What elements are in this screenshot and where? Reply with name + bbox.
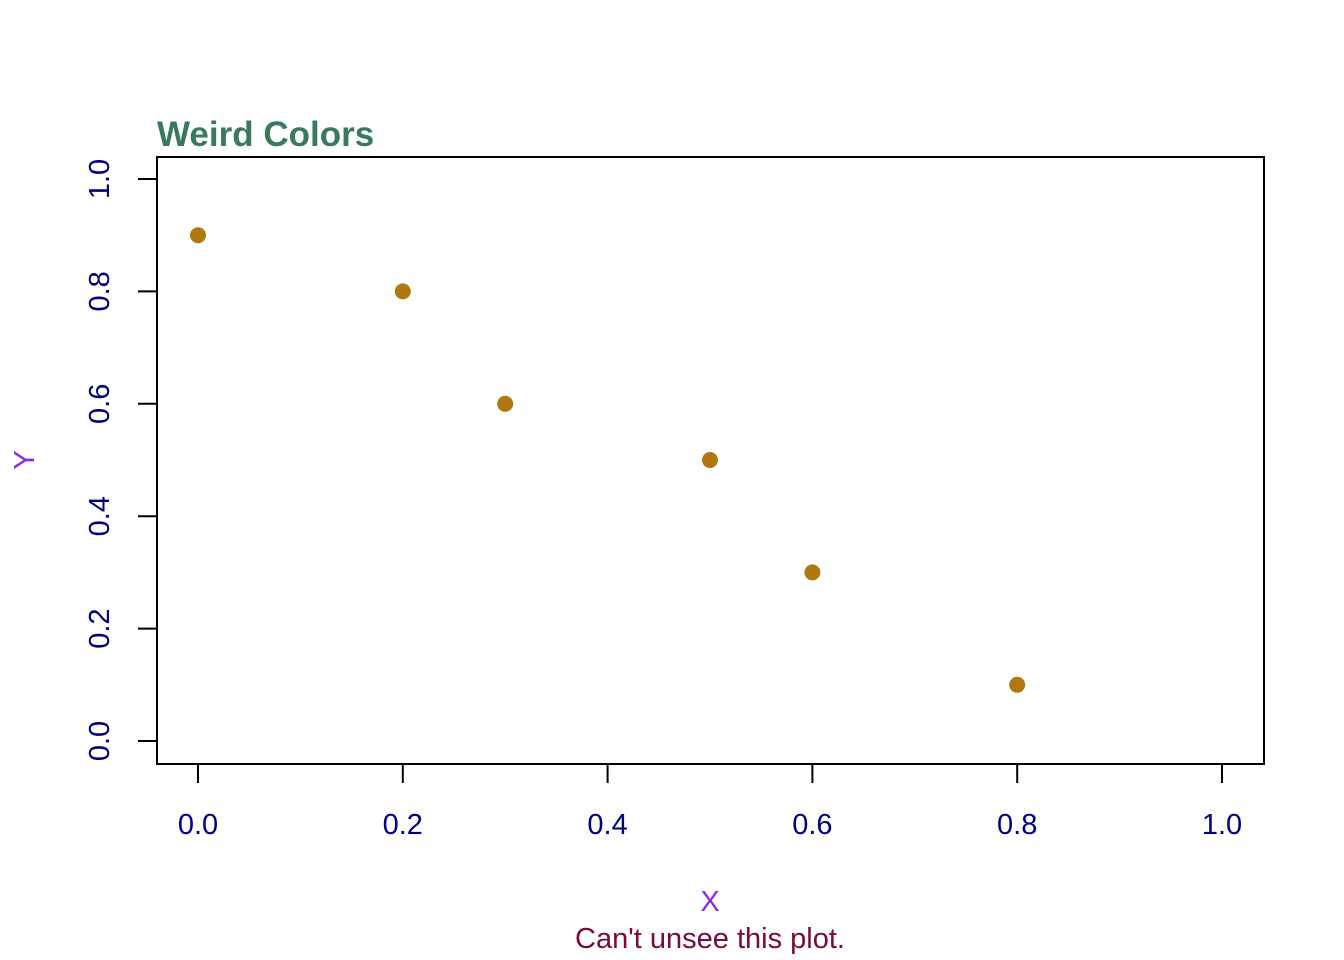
x-tick-label: 0.6 xyxy=(792,809,832,841)
x-tick-label: 0.2 xyxy=(383,809,423,841)
y-tick-label: 0.4 xyxy=(84,496,116,536)
y-axis: 0.0 0.2 0.4 0.6 0.8 1.0 xyxy=(84,159,158,761)
data-point xyxy=(804,564,821,581)
y-tick-label: 0.0 xyxy=(84,721,116,761)
data-points xyxy=(190,227,1026,693)
data-point xyxy=(394,283,411,300)
y-tick-label: 0.6 xyxy=(84,384,116,424)
x-tick-label: 0.4 xyxy=(587,809,627,841)
y-axis-title: Y xyxy=(9,450,41,469)
data-point xyxy=(497,395,514,412)
y-tick-label: 0.8 xyxy=(84,271,116,311)
x-axis: 0.0 0.2 0.4 0.6 0.8 1.0 xyxy=(178,763,1242,841)
data-point xyxy=(702,452,718,468)
data-point xyxy=(190,227,206,244)
x-tick-label: 0.0 xyxy=(178,809,218,841)
y-tick-label: 0.2 xyxy=(84,608,116,648)
chart-title: Weird Colors xyxy=(157,115,374,154)
x-tick-label: 1.0 xyxy=(1202,809,1242,841)
data-point xyxy=(1009,676,1026,693)
chart-subtitle: Can't unsee this plot. xyxy=(575,923,845,955)
x-axis-title: X xyxy=(700,886,719,918)
y-tick-label: 1.0 xyxy=(84,159,116,199)
x-tick-label: 0.8 xyxy=(997,809,1037,841)
